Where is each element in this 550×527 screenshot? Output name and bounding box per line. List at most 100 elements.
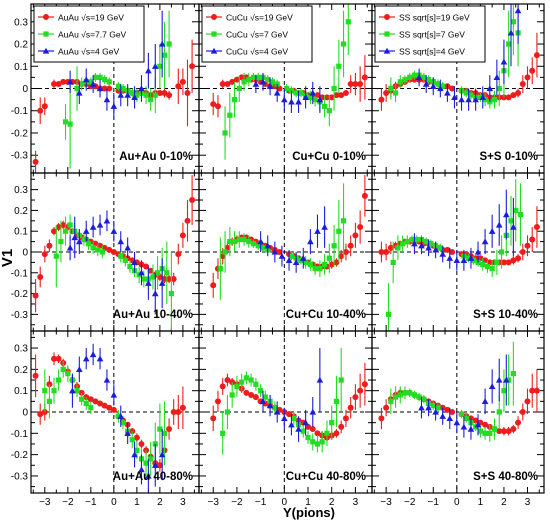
- data-point: [515, 419, 522, 426]
- data-point: [322, 103, 328, 109]
- data-point: [97, 400, 104, 407]
- data-point: [220, 430, 226, 436]
- data-point: [347, 81, 354, 88]
- data-point: [481, 398, 489, 404]
- data-point: [505, 259, 512, 266]
- legend-marker: [210, 47, 218, 54]
- data-point: [145, 67, 152, 74]
- data-point: [170, 276, 177, 283]
- data-point: [453, 257, 461, 263]
- data-point: [428, 241, 434, 247]
- series-2: [53, 214, 174, 331]
- data-point: [515, 89, 522, 96]
- panel-label: S+S 0-10%: [480, 151, 539, 163]
- x-axis-label: Y(pions): [283, 505, 335, 520]
- data-point: [519, 409, 526, 415]
- data-point: [82, 355, 90, 362]
- data-point: [92, 398, 99, 405]
- series-2: [385, 179, 524, 331]
- data-point: [309, 89, 317, 96]
- panel-2: Cu+Cu 0-10% CuCu √s=19 GeV CuCu √s=7 GeV Cu…: [198, 3, 373, 174]
- x-tick-label: −1: [428, 497, 440, 508]
- data-point: [97, 74, 103, 80]
- data-point: [229, 78, 236, 85]
- x-tick-label: 1: [305, 497, 311, 508]
- data-point: [129, 437, 135, 443]
- data-point: [314, 92, 321, 99]
- data-point: [439, 412, 446, 419]
- y-tick-label: 0.1: [14, 386, 28, 397]
- legend-marker: [211, 31, 217, 37]
- y-tick-label: -0.1: [11, 106, 29, 117]
- data-point: [300, 428, 306, 434]
- data-point: [76, 238, 83, 245]
- data-point: [103, 376, 111, 383]
- data-point: [219, 253, 226, 260]
- data-point: [236, 85, 242, 92]
- data-point: [533, 52, 540, 59]
- data-point: [117, 91, 125, 98]
- data-point: [161, 52, 168, 58]
- data-point: [317, 266, 323, 272]
- data-point: [37, 273, 44, 280]
- data-point: [157, 426, 163, 432]
- data-point: [76, 89, 83, 96]
- data-point: [281, 415, 288, 422]
- data-point: [264, 242, 272, 249]
- data-point: [460, 423, 468, 430]
- data-point: [491, 426, 498, 432]
- data-point: [482, 421, 489, 428]
- data-point: [295, 98, 302, 105]
- data-point: [495, 221, 503, 228]
- data-point: [529, 387, 536, 394]
- data-point: [96, 85, 104, 92]
- data-point: [255, 243, 261, 249]
- data-point: [85, 241, 92, 247]
- data-point: [124, 244, 131, 251]
- legend-entry: SS sqrt[s]=19 GeV: [399, 13, 470, 23]
- data-point: [501, 388, 507, 394]
- data-point: [500, 428, 507, 435]
- data-point: [495, 376, 503, 383]
- data-point: [156, 89, 163, 96]
- data-point: [453, 419, 461, 426]
- data-point: [303, 259, 309, 265]
- legend-marker: [384, 14, 390, 20]
- data-point: [138, 440, 145, 447]
- data-point: [60, 78, 67, 85]
- data-point: [152, 92, 158, 98]
- data-point: [510, 223, 517, 230]
- data-point: [314, 430, 321, 437]
- data-point: [510, 257, 517, 264]
- data-point: [145, 279, 152, 286]
- data-point: [500, 259, 507, 266]
- x-tick-label: −3: [208, 497, 220, 508]
- legend-entry: AuAu √s=4 GeV: [58, 47, 119, 57]
- data-point: [184, 89, 191, 96]
- data-point: [484, 263, 491, 270]
- data-point: [503, 211, 510, 218]
- x-tick-label: −2: [62, 497, 74, 508]
- data-point: [397, 392, 403, 398]
- data-point: [425, 77, 432, 83]
- data-point: [409, 236, 415, 243]
- legend-entry: SS sqrt[s]=7 GeV: [399, 30, 465, 40]
- data-point: [102, 77, 108, 83]
- data-point: [383, 249, 390, 255]
- y-tick-label: -0.2: [11, 289, 29, 300]
- data-point: [314, 227, 321, 234]
- data-point: [210, 282, 217, 289]
- data-point: [138, 269, 145, 276]
- data-point: [154, 270, 161, 276]
- data-point: [305, 434, 311, 441]
- series-layer: [210, 348, 368, 455]
- data-point: [138, 85, 145, 92]
- data-point: [463, 90, 469, 96]
- data-point: [333, 398, 340, 404]
- data-point: [224, 244, 231, 251]
- data-point: [76, 366, 83, 373]
- data-point: [302, 94, 309, 101]
- data-point: [117, 238, 125, 245]
- data-point: [127, 263, 133, 270]
